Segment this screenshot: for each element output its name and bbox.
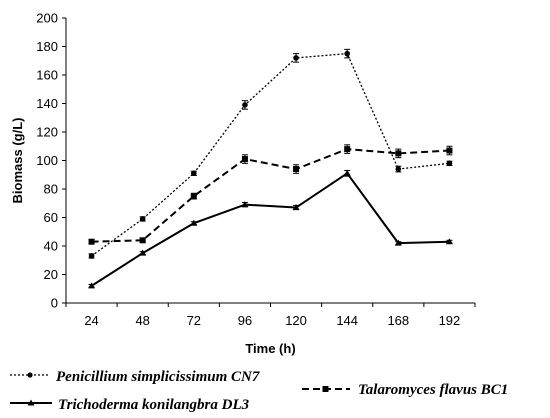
legend-entry-talaromyces: Talaromyces flavus BC1 <box>302 382 508 398</box>
data-point <box>191 170 197 177</box>
data-point <box>292 204 300 211</box>
data-point <box>344 50 350 57</box>
legend-marker-talaromyces <box>322 386 329 392</box>
y-tick-label: 80 <box>44 182 58 197</box>
data-point <box>242 102 248 108</box>
series-line <box>91 172 450 287</box>
data-point <box>344 146 351 153</box>
x-tick-label: 48 <box>135 313 149 328</box>
data-point <box>190 193 197 200</box>
data-point <box>395 150 402 157</box>
data-point <box>446 160 453 167</box>
data-point <box>293 55 299 61</box>
y-tick-label: 160 <box>36 68 58 83</box>
data-point <box>139 249 147 256</box>
x-tick-label: 144 <box>336 313 358 328</box>
series-1 <box>88 144 453 245</box>
data-point <box>394 239 402 246</box>
x-tick-label: 96 <box>238 313 252 328</box>
y-tick-label: 100 <box>36 153 58 168</box>
data-point <box>88 238 95 245</box>
x-tick-label: 192 <box>439 313 461 328</box>
data-point <box>293 166 300 173</box>
x-tick-label: 168 <box>387 313 409 328</box>
legend-marker-trichoderma <box>27 399 35 406</box>
x-tick-label: 24 <box>84 313 98 328</box>
series-2 <box>88 169 453 289</box>
y-tick-label: 40 <box>44 239 58 254</box>
data-point <box>139 216 146 222</box>
data-point <box>190 219 198 226</box>
y-tick-label: 180 <box>36 39 58 54</box>
y-tick-label: 60 <box>44 210 58 225</box>
x-tick-label: 72 <box>187 313 201 328</box>
legend: Penicillium simplicissimum CN7 Trichoder… <box>10 369 508 413</box>
series-line <box>91 148 450 243</box>
y-tick-label: 20 <box>44 267 58 282</box>
legend-label-trichoderma: Trichoderma konilangbra DL3 <box>58 397 250 413</box>
legend-entry-trichoderma: Trichoderma konilangbra DL3 <box>10 397 250 413</box>
data-point <box>241 156 248 163</box>
data-point <box>139 237 146 244</box>
x-tick-label: 120 <box>285 313 307 328</box>
data-point <box>446 147 453 154</box>
data-point <box>343 169 351 176</box>
data-point <box>445 238 453 245</box>
x-axis-title: Time (h) <box>245 341 295 356</box>
y-tick-label: 140 <box>36 96 58 111</box>
y-tick-label: 200 <box>36 11 58 26</box>
y-axis-title: Biomass (g/L) <box>10 118 25 204</box>
series-0 <box>88 48 453 259</box>
data-point <box>241 201 249 208</box>
legend-label-penicillium: Penicillium simplicissimum CN7 <box>56 369 260 385</box>
data-point <box>395 166 402 172</box>
legend-marker-penicillium <box>27 372 33 378</box>
series-group <box>88 48 453 289</box>
axes: 0 20 40 60 80 100 120 140 160 180 200 24 48 72 96 120 14… <box>10 11 476 356</box>
legend-label-talaromyces: Talaromyces flavus BC1 <box>358 382 508 398</box>
legend-entry-penicillium: Penicillium simplicissimum CN7 <box>10 369 260 385</box>
y-tick-label: 0 <box>51 296 58 311</box>
data-point <box>88 253 95 259</box>
data-point <box>88 282 96 289</box>
y-tick-label: 120 <box>36 125 58 140</box>
